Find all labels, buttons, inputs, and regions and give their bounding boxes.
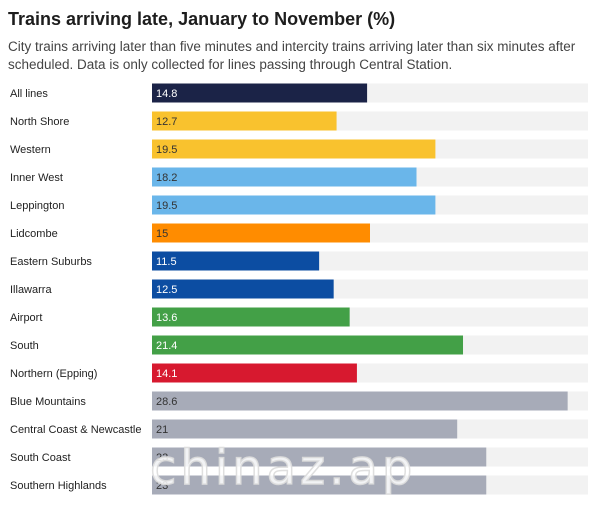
value-label: 23	[156, 452, 168, 464]
bar	[152, 83, 368, 103]
category-label: Central Coast & Newcastle	[10, 424, 141, 436]
bar-row: Southern Highlands 23	[10, 475, 588, 495]
bar-row: South Coast 23	[10, 447, 588, 467]
bar-row: Lidcombe 15	[10, 223, 588, 243]
bar	[152, 139, 436, 159]
value-label: 21	[156, 424, 168, 436]
value-label: 13.6	[156, 312, 177, 324]
bar	[152, 335, 464, 355]
bar	[152, 167, 417, 187]
chart-subtitle: City trains arriving later than five min…	[8, 39, 576, 72]
bar-row: Illawarra 12.5	[10, 279, 588, 299]
bar-row: Airport 13.6	[10, 307, 588, 327]
value-label: 19.5	[156, 200, 177, 212]
category-label: Illawarra	[10, 284, 52, 296]
category-label: South Coast	[10, 452, 71, 464]
chart-title: Trains arriving late, January to Novembe…	[8, 9, 396, 29]
bar	[152, 111, 337, 131]
bar-row: Northern (Epping) 14.1	[10, 363, 588, 383]
value-label: 23	[156, 480, 168, 492]
value-label: 21.4	[156, 340, 177, 352]
bar	[152, 475, 487, 495]
bar	[152, 419, 458, 439]
value-label: 12.7	[156, 116, 177, 128]
value-label: 14.1	[156, 368, 177, 380]
bar-row: Leppington 19.5	[10, 195, 588, 215]
bar	[152, 447, 487, 467]
bar	[152, 363, 357, 383]
category-label: Leppington	[10, 200, 64, 212]
bar	[152, 251, 320, 271]
category-label: All lines	[10, 88, 48, 100]
bar-row: Blue Mountains 28.6	[10, 391, 588, 411]
bar-row: Central Coast & Newcastle 21	[10, 419, 588, 439]
value-label: 19.5	[156, 144, 177, 156]
category-label: Inner West	[10, 172, 63, 184]
bar-row: All lines 14.8	[10, 83, 588, 103]
bar-row: Western 19.5	[10, 139, 588, 159]
category-label: North Shore	[10, 116, 69, 128]
value-label: 18.2	[156, 172, 177, 184]
bar	[152, 279, 334, 299]
category-label: Western	[10, 144, 51, 156]
bar-row: North Shore 12.7	[10, 111, 588, 131]
value-label: 12.5	[156, 284, 177, 296]
category-label: Southern Highlands	[10, 480, 107, 492]
bar	[152, 391, 568, 411]
category-label: Lidcombe	[10, 228, 58, 240]
category-label: Eastern Suburbs	[10, 256, 92, 268]
bar	[152, 307, 350, 327]
category-label: South	[10, 340, 39, 352]
value-label: 11.5	[156, 256, 177, 268]
bar	[152, 223, 370, 243]
category-label: Northern (Epping)	[10, 368, 97, 380]
bar-row: Inner West 18.2	[10, 167, 588, 187]
value-label: 15	[156, 228, 168, 240]
value-label: 28.6	[156, 396, 177, 408]
bar-row: South 21.4	[10, 335, 588, 355]
bar-row: Eastern Suburbs 11.5	[10, 251, 588, 271]
bar	[152, 195, 436, 215]
value-label: 14.8	[156, 88, 177, 100]
category-label: Airport	[10, 312, 42, 324]
category-label: Blue Mountains	[10, 396, 86, 408]
